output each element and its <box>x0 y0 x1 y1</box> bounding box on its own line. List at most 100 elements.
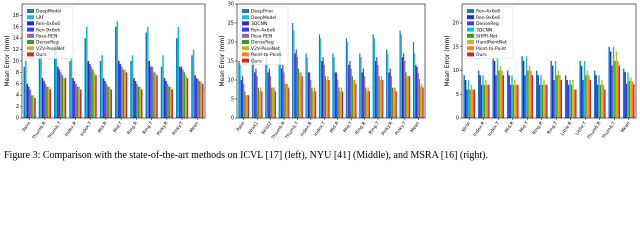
x-tick-label: Thumb.T <box>46 120 63 141</box>
bar <box>567 84 570 118</box>
y-tick-label: 20 <box>228 40 234 46</box>
y-tick-label: 15 <box>453 44 459 50</box>
bar <box>105 83 108 118</box>
x-tick-label: Index.R <box>64 121 79 138</box>
y-tick-label: 2 <box>16 104 19 110</box>
bar <box>153 72 155 118</box>
legend-label: Ren-4x6x6 <box>251 27 275 33</box>
bar <box>405 72 407 118</box>
bar <box>355 83 357 118</box>
bar <box>197 79 199 118</box>
bar <box>417 73 419 118</box>
bar <box>166 83 169 118</box>
bar <box>107 86 109 118</box>
bar <box>34 98 36 118</box>
bar <box>321 61 323 118</box>
y-tick-label: 16 <box>13 24 19 30</box>
x-tick-label: Mid.T <box>518 120 530 134</box>
bar <box>350 68 352 118</box>
bar <box>151 66 154 118</box>
bar <box>575 89 577 118</box>
bar <box>137 86 140 118</box>
bar <box>508 75 510 118</box>
bar <box>121 66 123 118</box>
legend-label: DenseReg <box>251 40 274 46</box>
bar <box>560 80 563 118</box>
bar <box>116 21 119 119</box>
bar <box>318 34 321 118</box>
bar <box>502 75 505 118</box>
bar <box>509 84 512 118</box>
y-tick-label: 18 <box>13 13 19 19</box>
bar <box>156 75 158 118</box>
bar <box>288 87 290 118</box>
bar <box>608 46 610 118</box>
legend-label: Pose-REN <box>36 34 57 40</box>
bar <box>367 87 369 118</box>
bar <box>586 70 589 118</box>
bar <box>312 91 314 118</box>
legend-swatch <box>27 9 34 13</box>
bar <box>615 51 618 118</box>
bar <box>420 86 422 118</box>
bar <box>404 61 406 118</box>
bar <box>573 89 576 118</box>
bar <box>261 91 263 118</box>
legend-swatch <box>27 33 34 38</box>
bar <box>251 49 253 118</box>
bar <box>501 70 503 118</box>
legend-label: Ours <box>476 52 487 58</box>
plot-frame <box>236 3 426 119</box>
bar <box>295 49 297 118</box>
bar <box>47 86 50 118</box>
bar <box>92 69 94 118</box>
bar <box>279 49 282 118</box>
bar <box>294 53 296 118</box>
bar <box>285 83 287 118</box>
bar <box>32 95 35 118</box>
bar <box>579 61 581 118</box>
bar <box>134 80 137 118</box>
bar <box>557 70 560 118</box>
bar <box>101 55 103 118</box>
bar <box>583 61 586 118</box>
y-tick-label: 25 <box>228 21 234 27</box>
legend-swatch <box>467 21 474 26</box>
bar <box>540 75 542 118</box>
bar <box>78 86 80 118</box>
bar <box>596 84 599 118</box>
bar <box>572 80 574 118</box>
bar <box>595 75 597 118</box>
bar <box>622 68 625 118</box>
legend-label: DeepModel <box>36 9 61 15</box>
bar <box>46 86 48 118</box>
bar <box>486 84 489 118</box>
bar <box>511 75 513 118</box>
bar <box>76 86 79 118</box>
y-tick-label: 8 <box>16 70 19 76</box>
bar <box>239 64 241 118</box>
bar <box>84 38 87 119</box>
y-axis-label: Mean Error (mm) <box>444 35 451 86</box>
bar <box>378 76 380 118</box>
x-tick-label: Wrist1 <box>247 120 260 135</box>
bar <box>528 65 531 118</box>
bar <box>365 87 367 118</box>
legend-swatch <box>467 33 474 38</box>
bar <box>176 38 178 119</box>
bar <box>377 64 379 118</box>
bar <box>598 75 600 118</box>
bar <box>191 55 193 118</box>
bar <box>362 68 364 118</box>
legend-swatch <box>27 40 34 44</box>
bar <box>118 61 120 118</box>
bar <box>327 76 329 118</box>
bar <box>180 66 183 118</box>
bar <box>31 95 33 118</box>
bar <box>394 87 396 118</box>
bar <box>537 75 539 118</box>
x-tick-label: Pinky.R <box>380 121 394 137</box>
bar <box>169 86 172 118</box>
bar <box>361 72 363 118</box>
x-tick-label: Ring.T <box>141 120 154 135</box>
